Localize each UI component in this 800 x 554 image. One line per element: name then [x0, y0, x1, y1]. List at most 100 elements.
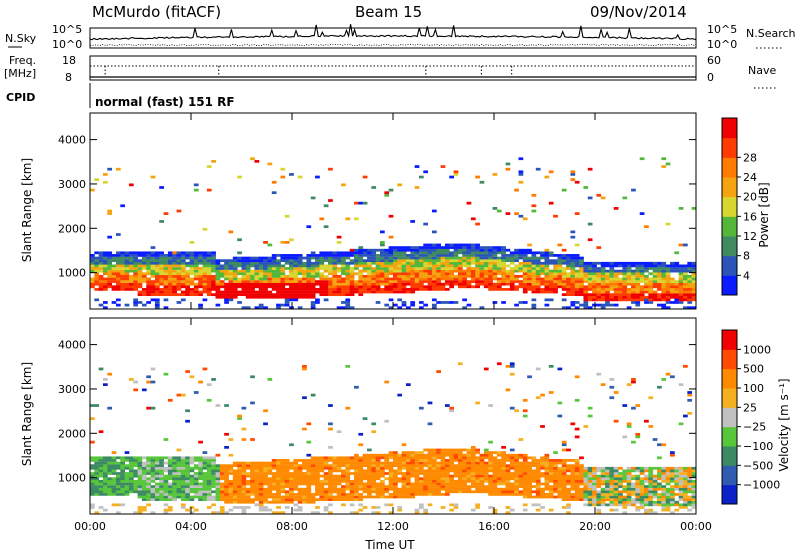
- power-cell-701: [271, 293, 277, 296]
- velocity-cell-1327: [414, 456, 420, 460]
- power-cell-1779: [527, 264, 532, 268]
- velocity-cell-41: [98, 479, 104, 483]
- velocity-cell-2339: [674, 487, 680, 491]
- power-cell-1275: [405, 277, 411, 281]
- power-cell-762: [284, 288, 290, 291]
- power-cell-65: [107, 272, 113, 276]
- velocity-cell-337: [172, 469, 177, 473]
- velocity-cell-7: [90, 479, 95, 483]
- velocity-cell-1267: [401, 472, 407, 475]
- velocity-cell-1314: [414, 490, 420, 494]
- velocity-cell-2084: [609, 508, 615, 512]
- velocity-cell-1384: [427, 451, 433, 454]
- velocity-cell-447: [198, 464, 203, 468]
- velocity-cell-2230: [644, 469, 649, 473]
- power-cell-983: [336, 259, 342, 263]
- velocity-cell-1752: [518, 461, 524, 465]
- power-cell-1121: [371, 274, 377, 278]
- velocity-cell-1355: [423, 482, 429, 486]
- velocity-cell-1076: [354, 469, 359, 473]
- power-cell-50: [102, 269, 108, 273]
- power-cell-820: [297, 280, 303, 283]
- power-cell-424: [198, 280, 203, 283]
- velocity-cell-1180: [380, 485, 385, 488]
- velocity-cell-2296: [661, 469, 667, 473]
- power-cell-196: [141, 277, 147, 281]
- velocity-cell-1756: [522, 508, 528, 512]
- velocity-ytick-label-3: 4000: [58, 339, 86, 352]
- velocity-cell-167: [133, 479, 139, 483]
- velocity-cell-154: [128, 472, 134, 475]
- velocity-cell-2259: [652, 485, 658, 488]
- power-cell-2260: [652, 274, 658, 278]
- velocity-cell-583: [232, 487, 238, 491]
- power-cell-1720: [514, 280, 519, 283]
- velocity-cell-343: [176, 495, 182, 499]
- power-cell-269: [159, 274, 164, 278]
- power-cell-534: [228, 293, 234, 296]
- power-cell-78: [111, 301, 117, 304]
- power-cell-984: [336, 256, 342, 260]
- power-cell-349: [176, 254, 182, 257]
- power-cell-1781: [527, 259, 532, 263]
- power-cell-215: [146, 269, 151, 273]
- power-cell-1812: [535, 280, 541, 283]
- power-cell-1412: [436, 280, 442, 283]
- power-cell-68: [107, 264, 113, 268]
- velocity-cell-2206: [639, 495, 645, 499]
- power-cell-296: [163, 259, 169, 263]
- power-cell-945: [328, 267, 333, 270]
- velocity-cell-284: [159, 464, 164, 468]
- power-cell-1946: [570, 272, 576, 276]
- velocity-cell-1567: [475, 490, 480, 494]
- velocity-cell-2315: [665, 466, 671, 470]
- velocity-cell-1908: [561, 495, 567, 499]
- velocity-cell-2283: [661, 506, 667, 509]
- power-cell-1998: [583, 298, 589, 302]
- power-cell-936: [328, 293, 333, 296]
- power-cell-869: [310, 290, 316, 294]
- velocity-cell-758: [276, 490, 281, 494]
- velocity-cell-1335: [418, 485, 424, 488]
- velocity-cell-678: [254, 469, 260, 473]
- velocity-cell-1043: [345, 461, 351, 465]
- velocity-cell-2012: [587, 490, 593, 494]
- velocity-cell-776: [280, 487, 286, 491]
- velocity-cell-295: [163, 487, 169, 491]
- velocity-cell-2348: [678, 506, 684, 509]
- velocity-cell-271: [159, 498, 164, 501]
- velocity-cell-2132: [618, 472, 623, 475]
- velocity-cell-815: [289, 474, 294, 478]
- velocity-cell-502: [211, 469, 216, 473]
- velocity-cell-1340: [418, 469, 424, 473]
- velocity-cell-2158: [626, 482, 632, 486]
- velocity-cell-200: [141, 493, 147, 496]
- power-cell-1835: [540, 254, 545, 257]
- power-cell-455: [206, 288, 212, 291]
- velocity-cell-1971: [574, 464, 580, 468]
- power-cell-1974: [574, 256, 580, 260]
- power-cell-818: [297, 285, 303, 289]
- velocity-cell-606: [237, 469, 242, 473]
- velocity-cell-619: [241, 490, 247, 494]
- power-cell-129: [124, 282, 130, 286]
- velocity-cell-1406: [436, 493, 442, 496]
- velocity-cell-1700: [505, 456, 511, 460]
- velocity-cell-1778: [527, 495, 532, 499]
- velocity-cell-1670: [501, 487, 506, 491]
- power-cell-2021: [587, 277, 593, 281]
- velocity-cell-2204: [639, 500, 645, 504]
- power-cell-1919: [561, 188, 567, 192]
- power-cell-1689: [505, 282, 511, 286]
- velocity-cell-1935: [566, 479, 571, 483]
- power-cell-236: [150, 259, 156, 263]
- power-cell-619: [250, 282, 255, 286]
- velocity-cell-1701: [505, 453, 511, 457]
- power-cell-2200: [635, 277, 641, 281]
- velocity-cell-690: [258, 487, 264, 491]
- velocity-cell-2253: [652, 503, 658, 507]
- power-cell-1283: [405, 256, 411, 260]
- power-cell-1950: [570, 261, 576, 265]
- velocity-cell-1887: [553, 459, 558, 462]
- velocity-cell-1389: [431, 490, 437, 494]
